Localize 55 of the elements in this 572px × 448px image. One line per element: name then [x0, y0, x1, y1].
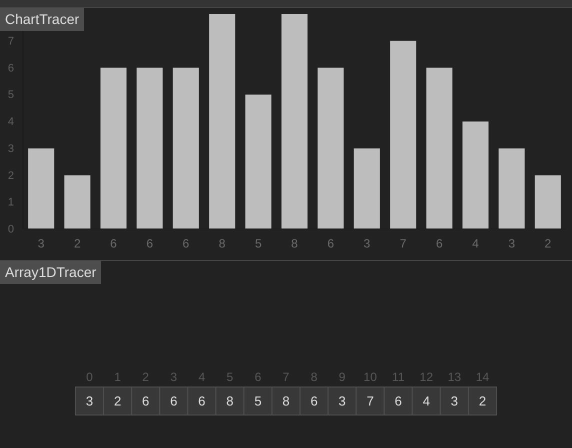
bar [245, 94, 272, 229]
x-tick-label: 8 [218, 236, 226, 251]
x-tick-label: 8 [291, 236, 298, 251]
x-tick-label: 2 [74, 236, 81, 251]
y-tick-label: 6 [8, 62, 14, 74]
x-tick-label: 7 [400, 236, 407, 251]
bar [534, 175, 561, 229]
x-tick-label: 3 [508, 236, 516, 251]
x-tick-label: 3 [38, 236, 45, 251]
y-tick-label: 2 [8, 170, 14, 182]
bar [28, 148, 54, 229]
bar [172, 68, 199, 229]
data-label: 4 [422, 394, 430, 409]
data-label: 6 [198, 394, 206, 409]
chart-title: ChartTracer [0, 8, 84, 31]
y-tick-label: 1 [8, 196, 14, 209]
data-label: 6 [394, 394, 402, 409]
y-tick-label: 7 [8, 35, 14, 48]
x-tick-label: 6 [327, 236, 334, 251]
chart-title: Array1DTracer [0, 261, 102, 284]
bar [354, 148, 380, 229]
bar [390, 40, 416, 229]
bar [281, 14, 308, 229]
bar [136, 68, 163, 229]
y-tick-label: 5 [8, 89, 14, 102]
bar [209, 14, 236, 229]
data-label: 8 [226, 394, 234, 409]
data-label: 3 [338, 394, 346, 409]
data-label: 6 [142, 394, 150, 409]
data-label: 6 [170, 394, 178, 409]
bar [100, 68, 127, 229]
x-tick-label: 3 [364, 236, 371, 251]
x-tick-label: 6 [146, 236, 154, 251]
data-label: 3 [450, 394, 458, 409]
x-tick-label: 5 [254, 236, 262, 251]
data-label: 6 [310, 394, 318, 409]
data-label: 7 [366, 394, 374, 409]
x-tick-label: 6 [182, 236, 190, 251]
data-label: 2 [114, 394, 122, 409]
data-label: 3 [86, 394, 94, 409]
data-label: 2 [478, 394, 486, 409]
y-tick-label: 4 [8, 116, 14, 128]
bar [498, 148, 525, 229]
y-tick-label: 0 [8, 224, 14, 236]
x-tick-label: 6 [436, 236, 443, 251]
x-tick-label: 4 [472, 236, 480, 251]
bar [426, 68, 452, 229]
x-tick-label: 2 [544, 236, 552, 251]
data-label: 8 [282, 394, 290, 409]
data-label: 5 [254, 394, 262, 409]
bar [318, 68, 344, 229]
y-tick-label: 3 [8, 142, 14, 155]
x-tick-label: 6 [110, 236, 118, 251]
bar [462, 122, 489, 229]
bar [64, 175, 90, 229]
